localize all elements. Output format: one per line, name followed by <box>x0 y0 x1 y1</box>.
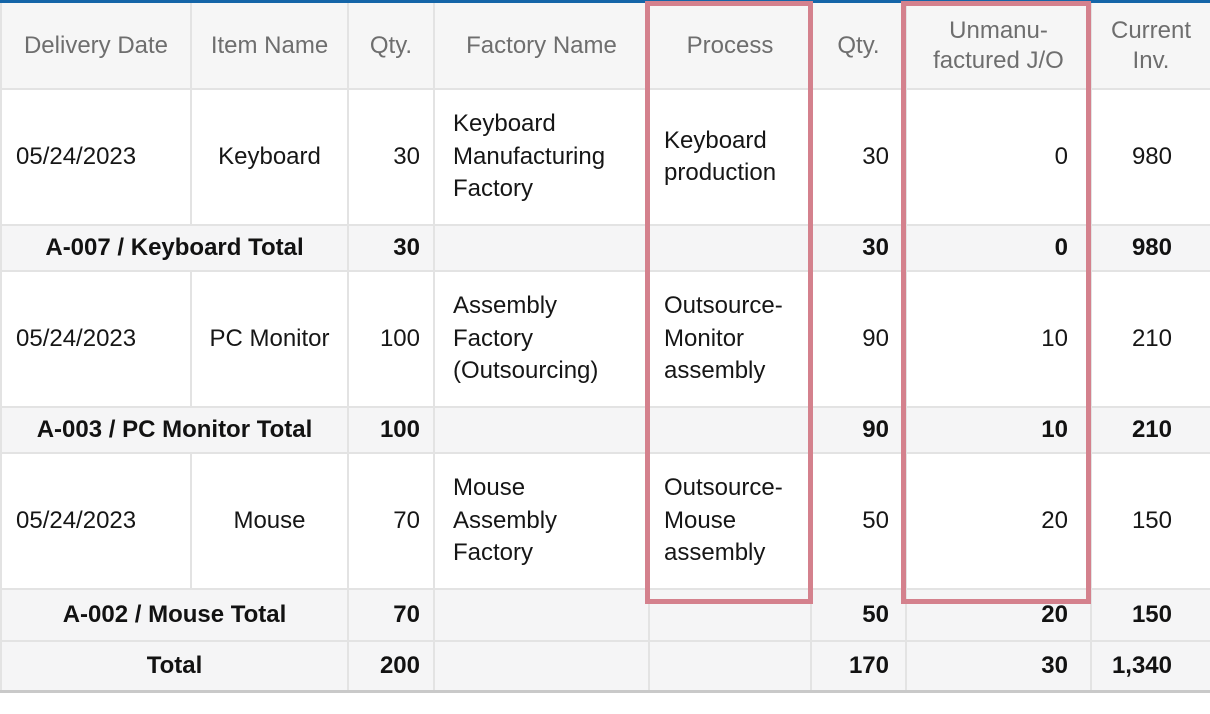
cell-qty: 30 <box>347 88 435 226</box>
cell-subtotal-label: A-003 / PC Monitor Total <box>0 406 349 454</box>
cell-process-empty <box>648 406 812 454</box>
cell-process-qty: 30 <box>810 88 907 226</box>
cell-process: Keyboard production <box>648 88 812 226</box>
cell-process-qty: 90 <box>810 270 907 408</box>
grand-total-row: Total 200 170 30 1,340 <box>0 640 1210 693</box>
cell-process-qty: 30 <box>810 224 907 272</box>
cell-qty: 100 <box>347 406 435 454</box>
header-item-name: Item Name <box>190 3 349 90</box>
cell-current-inv: 150 <box>1090 588 1210 642</box>
cell-current-inv: 1,340 <box>1090 640 1210 693</box>
cell-qty: 70 <box>347 588 435 642</box>
cell-unmanufactured-jo: 20 <box>905 452 1092 590</box>
cell-unmanufactured-jo: 0 <box>905 88 1092 226</box>
cell-item-name: Mouse <box>190 452 349 590</box>
table-row-keyboard: 05/24/2023 Keyboard 30 Keyboard Manufact… <box>0 88 1210 226</box>
header-current-inv: Current Inv. <box>1090 3 1210 90</box>
cell-factory-name-empty <box>433 640 650 693</box>
cell-current-inv: 980 <box>1090 224 1210 272</box>
cell-process-qty: 170 <box>810 640 907 693</box>
cell-unmanufactured-jo: 0 <box>905 224 1092 272</box>
header-qty: Qty. <box>347 3 435 90</box>
header-unmanufactured-jo: Unmanu- factured J/O <box>905 3 1092 90</box>
subtotal-row-pc-monitor: A-003 / PC Monitor Total 100 90 10 210 <box>0 406 1210 454</box>
cell-process-qty: 50 <box>810 452 907 590</box>
cell-process-qty: 50 <box>810 588 907 642</box>
table-row-pc-monitor: 05/24/2023 PC Monitor 100 Assembly Facto… <box>0 270 1210 408</box>
table-row-mouse: 05/24/2023 Mouse 70 Mouse Assembly Facto… <box>0 452 1210 590</box>
cell-qty: 200 <box>347 640 435 693</box>
cell-subtotal-label: A-002 / Mouse Total <box>0 588 349 642</box>
cell-current-inv: 980 <box>1090 88 1210 226</box>
production-status-table: Delivery Date Item Name Qty. Factory Nam… <box>0 3 1210 693</box>
header-factory-name: Factory Name <box>433 3 650 90</box>
cell-unmanufactured-jo: 30 <box>905 640 1092 693</box>
cell-qty: 70 <box>347 452 435 590</box>
cell-unmanufactured-jo: 10 <box>905 406 1092 454</box>
subtotal-row-keyboard: A-007 / Keyboard Total 30 30 0 980 <box>0 224 1210 272</box>
header-delivery-date: Delivery Date <box>0 3 192 90</box>
cell-factory-name-empty <box>433 224 650 272</box>
cell-delivery-date: 05/24/2023 <box>0 270 192 408</box>
cell-grand-total-label: Total <box>0 640 349 693</box>
cell-delivery-date: 05/24/2023 <box>0 452 192 590</box>
header-process-qty: Qty. <box>810 3 907 90</box>
cell-factory-name-empty <box>433 406 650 454</box>
cell-item-name: Keyboard <box>190 88 349 226</box>
cell-unmanufactured-jo: 20 <box>905 588 1092 642</box>
cell-process-empty <box>648 224 812 272</box>
header-row: Delivery Date Item Name Qty. Factory Nam… <box>0 3 1210 90</box>
cell-current-inv: 150 <box>1090 452 1210 590</box>
cell-current-inv: 210 <box>1090 270 1210 408</box>
subtotal-row-mouse: A-002 / Mouse Total 70 50 20 150 <box>0 588 1210 642</box>
cell-process-qty: 90 <box>810 406 907 454</box>
cell-qty: 100 <box>347 270 435 408</box>
cell-factory-name-empty <box>433 588 650 642</box>
cell-subtotal-label: A-007 / Keyboard Total <box>0 224 349 272</box>
cell-unmanufactured-jo: 10 <box>905 270 1092 408</box>
cell-delivery-date: 05/24/2023 <box>0 88 192 226</box>
cell-process-empty <box>648 640 812 693</box>
cell-factory-name: Assembly Factory (Outsourcing) <box>433 270 650 408</box>
cell-process-empty <box>648 588 812 642</box>
cell-factory-name: Keyboard Manufacturing Factory <box>433 88 650 226</box>
cell-factory-name: Mouse Assembly Factory <box>433 452 650 590</box>
cell-process: Outsource- Monitor assembly <box>648 270 812 408</box>
cell-current-inv: 210 <box>1090 406 1210 454</box>
header-process: Process <box>648 3 812 90</box>
table-top-accent <box>0 0 1210 3</box>
cell-item-name: PC Monitor <box>190 270 349 408</box>
cell-qty: 30 <box>347 224 435 272</box>
cell-process: Outsource- Mouse assembly <box>648 452 812 590</box>
